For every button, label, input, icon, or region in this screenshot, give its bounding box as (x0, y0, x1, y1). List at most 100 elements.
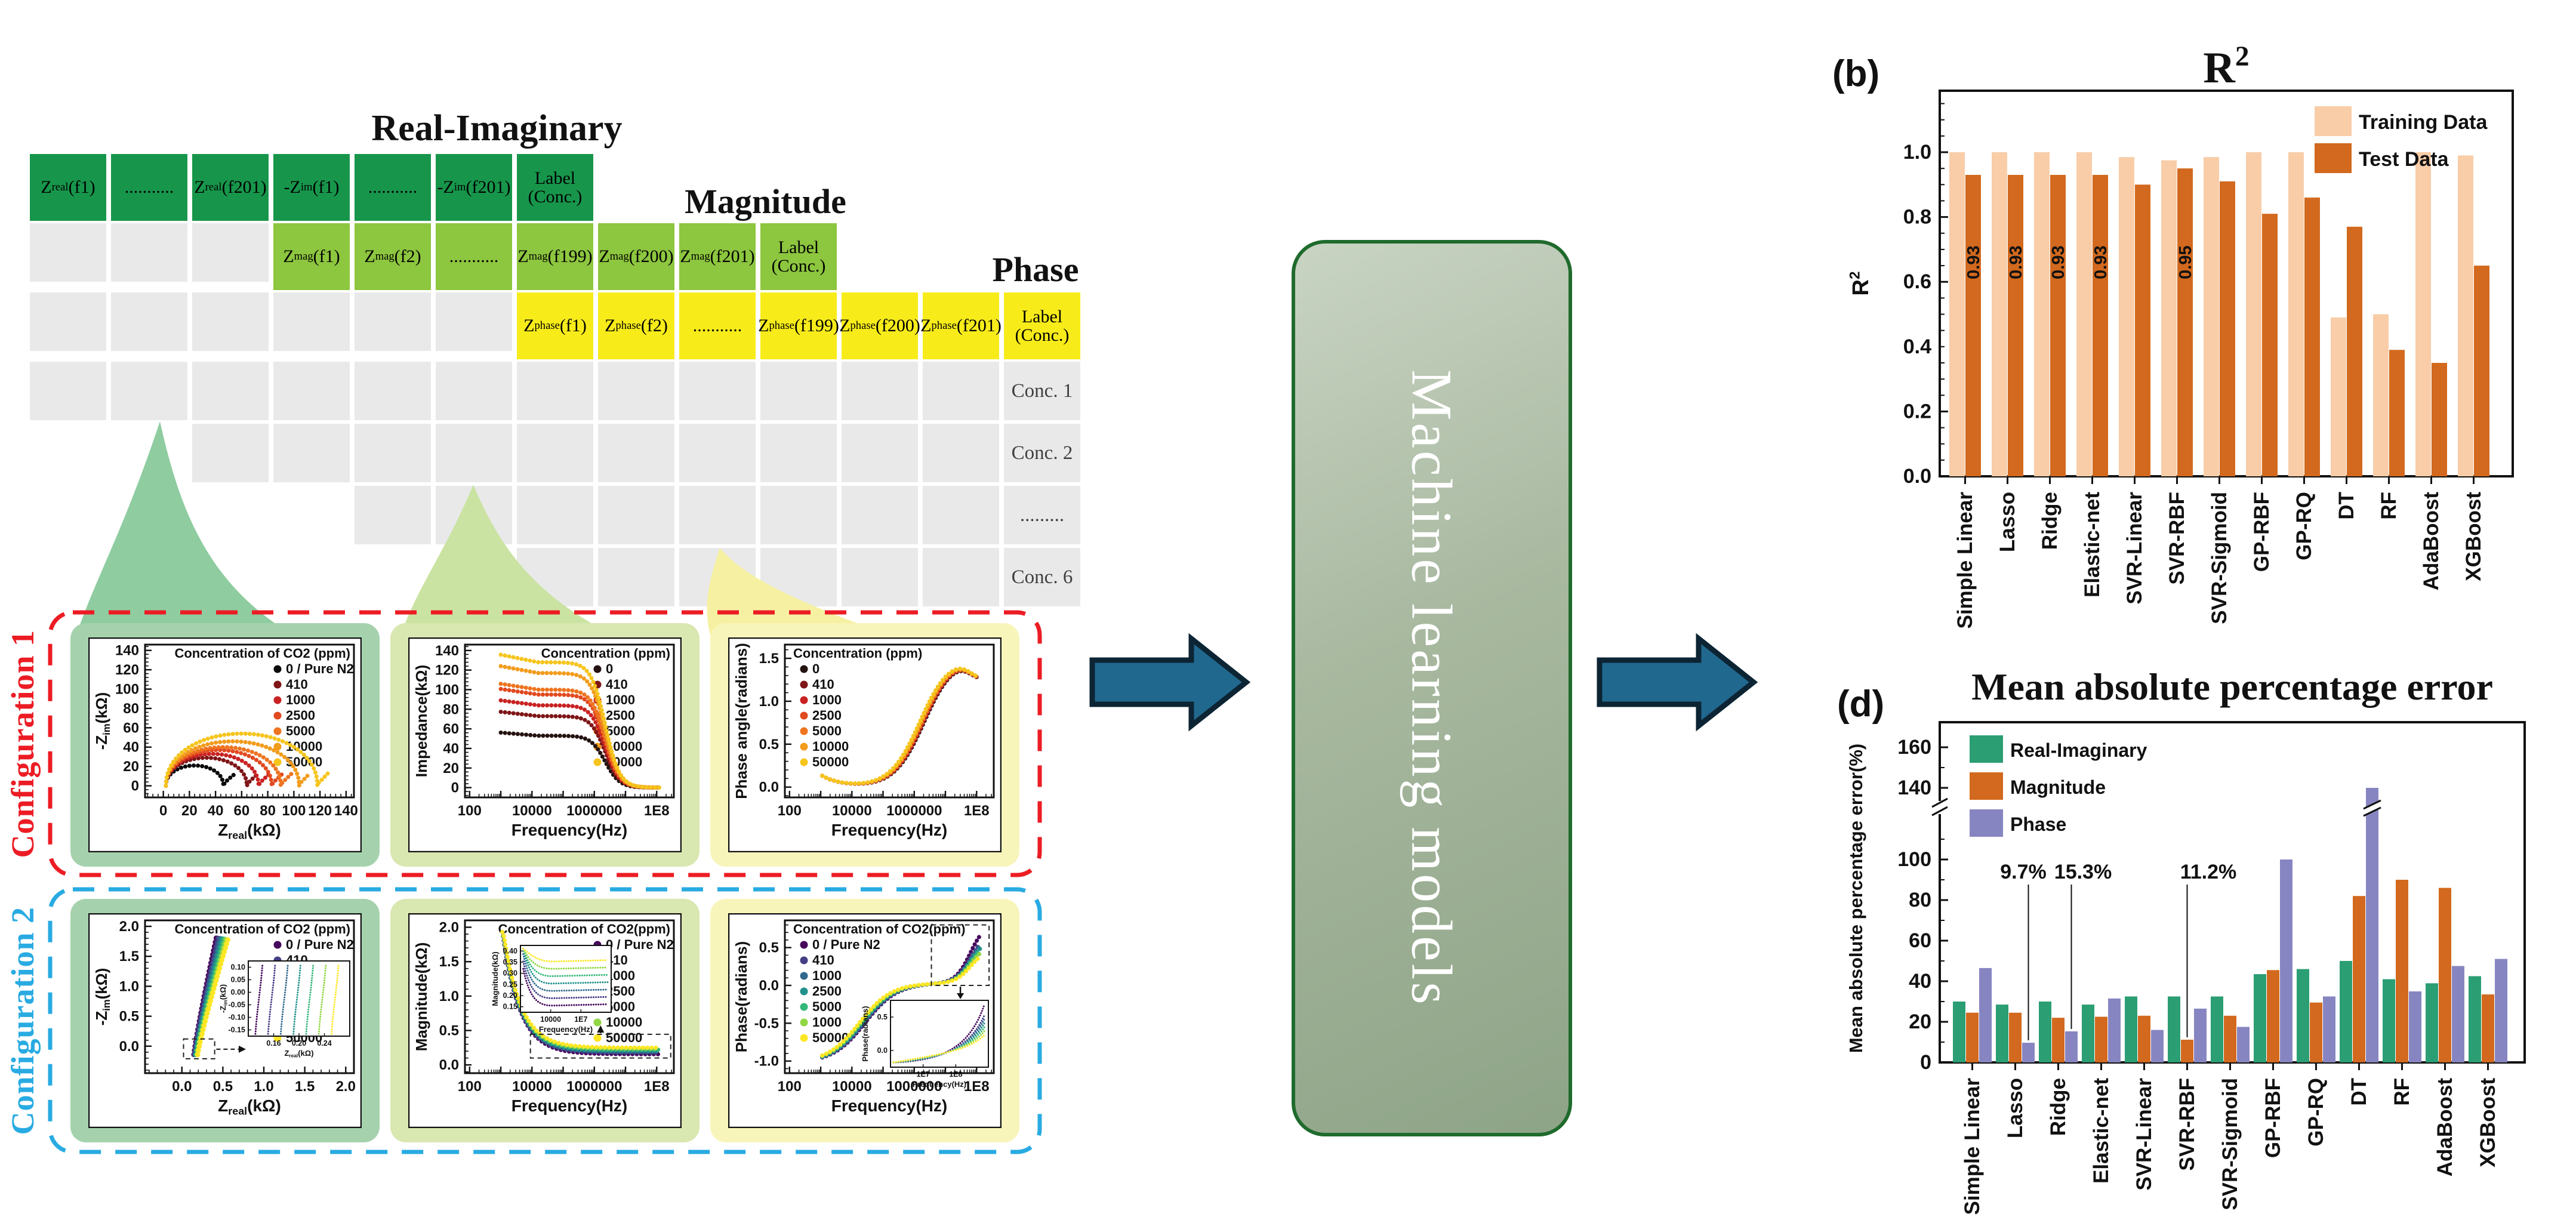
svg-text:Phase(radians): Phase(radians) (732, 941, 750, 1052)
svg-text:0.2: 0.2 (1903, 400, 1931, 423)
configuration-2-box (48, 887, 1042, 1154)
svg-text:60: 60 (443, 721, 459, 737)
svg-text:2.0: 2.0 (336, 1079, 356, 1095)
svg-text:1000: 1000 (286, 692, 315, 707)
test-bar-Elastic-net (2093, 175, 2108, 476)
table-title-magnitude: Magnitude (685, 182, 846, 221)
test-bar-Ridge (2050, 175, 2066, 476)
svg-text:80: 80 (1909, 889, 1931, 911)
svg-text:10000: 10000 (512, 803, 552, 819)
series-50000 (164, 731, 330, 788)
axes: 100 10000 1000000 1E8 0.0 0.5 1.0 1.5 2.0 Frequen… (412, 919, 675, 1115)
svg-text:0.10: 0.10 (231, 963, 245, 972)
svg-text:9.7%: 9.7% (2000, 861, 2047, 883)
table-cell-empty (30, 292, 106, 351)
axes: 0 20 40 60 80 100 140 160 Mean absolute percenta… (1845, 736, 1948, 1074)
svg-text:Zreal(kΩ): Zreal(kΩ) (284, 1049, 313, 1059)
svg-text:0: 0 (606, 661, 613, 676)
svg-text:20: 20 (181, 803, 198, 819)
table-cell-empty (760, 362, 837, 420)
svg-text:-0.05: -0.05 (229, 1001, 246, 1009)
svg-text:11.2%: 11.2% (2180, 861, 2237, 883)
plot-config1-nyquist: 0 20 40 60 80 100 120 140020406080100120140Zrea… (88, 637, 362, 852)
Real-Imaginary-bar-GP-RQ (2297, 969, 2309, 1062)
table-cell-empty (436, 424, 512, 482)
table-cell: ........... (111, 154, 187, 221)
svg-text:1.0: 1.0 (439, 988, 459, 1005)
Real-Imaginary-bar-Ridge (2039, 1002, 2051, 1062)
table-cell-empty (355, 486, 431, 544)
svg-text:5000: 5000 (812, 999, 842, 1014)
Magnitude-bar-SVR-Linear (2138, 1015, 2150, 1062)
svg-text:GP-RQ: GP-RQ (2304, 1078, 2328, 1147)
card-config2-nyquist: 0.0 0.5 1.0 1.5 2.0 0.0 0.5 1.0 1.5 2.0 Zreal(kΩ) -… (70, 899, 380, 1142)
table-cell-empty (111, 292, 187, 351)
svg-text:0.00: 0.00 (231, 988, 245, 997)
svg-text:-Zim(kΩ): -Zim(kΩ) (93, 692, 112, 750)
svg-text:80: 80 (260, 803, 276, 819)
svg-text:140: 140 (435, 643, 459, 659)
svg-text:0.20: 0.20 (503, 991, 517, 1000)
svg-text:Phase: Phase (2010, 814, 2066, 835)
svg-text:100: 100 (458, 803, 482, 819)
Real-Imaginary-bar-XGBoost (2469, 976, 2481, 1062)
test-bar-SVR-Sigmoid (2220, 181, 2235, 476)
train-bar-XGBoost (2458, 155, 2473, 476)
axes: 100 10000 1000000 1E8020406080100120140Freq… (412, 643, 675, 839)
axes: 0.0 0.5 1.0 1.5 2.0 0.0 0.5 1.0 1.5 2.0 Zreal(kΩ) -… (93, 919, 356, 1117)
zoom-region (529, 1033, 671, 1059)
Magnitude-bar-SVR-RBF (2181, 1039, 2193, 1062)
svg-text:Real-Imaginary: Real-Imaginary (2010, 740, 2147, 761)
ml-models-text: Machine learning models (1400, 369, 1464, 1007)
svg-text:0: 0 (159, 803, 167, 819)
legend: Real-Imaginary Magnitude Phase (1970, 735, 2147, 837)
Magnitude-bar-Lasso (2009, 1012, 2022, 1062)
train-bar-Elastic-net (2076, 152, 2092, 476)
Magnitude-bar-SVR-Sigmoid (2224, 1015, 2236, 1062)
svg-text:20: 20 (443, 760, 459, 777)
table-cell-empty (273, 362, 350, 420)
test-bar-RF (2389, 350, 2405, 476)
svg-text:120: 120 (435, 663, 459, 679)
svg-text:1000: 1000 (606, 692, 635, 707)
svg-text:SVR-Sigmoid: SVR-Sigmoid (2218, 1078, 2242, 1210)
test-bar-SVR-Linear (2135, 184, 2150, 476)
series-50000 (820, 954, 982, 1058)
svg-text:0.0: 0.0 (119, 1039, 139, 1055)
inset-arrow (216, 1045, 246, 1053)
inset-plot: 10000 1E7 0.40 0.35 0.30 0.25 0.20 0.15 Frequenc… (491, 945, 612, 1034)
Phase-bar-GP-RBF (2280, 859, 2292, 1062)
table-cell: ........... (355, 154, 431, 221)
svg-text:RF: RF (2377, 492, 2401, 520)
table-cell: Label (Conc.) (760, 223, 837, 290)
Phase-bar-SVR-Linear (2151, 1030, 2164, 1062)
Real-Imaginary-bar-SVR-Sigmoid (2211, 996, 2223, 1062)
svg-text:Frequency(Hz): Frequency(Hz) (831, 1096, 947, 1115)
ml-models-box: Machine learning models (1292, 240, 1572, 1136)
svg-text:0.24: 0.24 (317, 1039, 331, 1047)
svg-text:0.30: 0.30 (503, 969, 517, 978)
train-bar-Simple Linear (1949, 152, 1965, 476)
Magnitude-bar-Simple Linear (1966, 1012, 1979, 1062)
series-50000 (195, 934, 232, 1058)
svg-text:1.0: 1.0 (119, 978, 139, 994)
svg-text:0: 0 (1920, 1051, 1931, 1074)
svg-text:10000: 10000 (540, 1015, 561, 1024)
svg-text:1E7: 1E7 (574, 1015, 587, 1024)
svg-text:Frequency(Hz): Frequency(Hz) (511, 821, 627, 839)
svg-text:0.5: 0.5 (877, 1013, 888, 1021)
table-cell: Label (Conc.) (1004, 292, 1080, 359)
table-cell-empty (923, 486, 999, 544)
svg-text:Phase(radians): Phase(radians) (861, 1006, 870, 1061)
table-cell-empty (842, 362, 918, 420)
svg-text:40: 40 (443, 741, 459, 757)
svg-text:1E7: 1E7 (917, 1070, 930, 1079)
svg-text:2.0: 2.0 (119, 919, 139, 935)
svg-text:1E8: 1E8 (949, 1070, 962, 1079)
svg-text:1E8: 1E8 (644, 803, 670, 819)
svg-text:(d): (d) (1837, 683, 1884, 725)
